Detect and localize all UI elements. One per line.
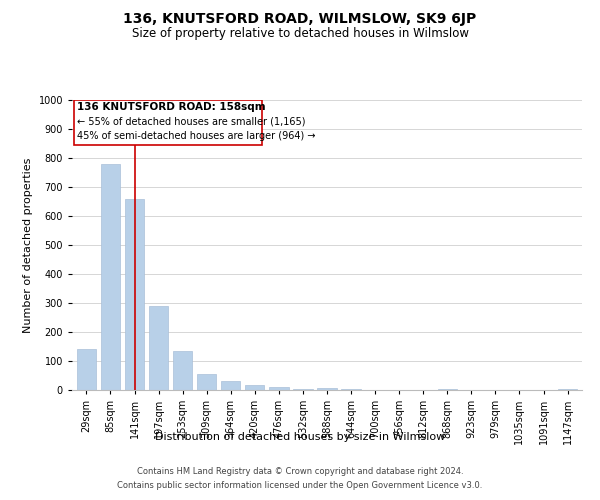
Bar	[149, 306, 168, 390]
Text: ← 55% of detached houses are smaller (1,165): ← 55% of detached houses are smaller (1,…	[77, 117, 305, 127]
Bar	[77, 350, 96, 390]
Bar	[317, 388, 337, 390]
Bar	[245, 385, 265, 390]
Bar	[221, 380, 241, 390]
Bar	[125, 198, 144, 390]
Text: Size of property relative to detached houses in Wilmslow: Size of property relative to detached ho…	[131, 28, 469, 40]
Bar	[197, 374, 217, 390]
Text: 136 KNUTSFORD ROAD: 158sqm: 136 KNUTSFORD ROAD: 158sqm	[77, 102, 265, 113]
Text: 136, KNUTSFORD ROAD, WILMSLOW, SK9 6JP: 136, KNUTSFORD ROAD, WILMSLOW, SK9 6JP	[124, 12, 476, 26]
Bar	[269, 387, 289, 390]
Text: Contains public sector information licensed under the Open Government Licence v3: Contains public sector information licen…	[118, 481, 482, 490]
Bar	[558, 389, 577, 390]
Bar	[101, 164, 120, 390]
Bar	[173, 351, 192, 390]
Bar	[437, 389, 457, 390]
Text: 45% of semi-detached houses are larger (964) →: 45% of semi-detached houses are larger (…	[77, 132, 316, 141]
Y-axis label: Number of detached properties: Number of detached properties	[23, 158, 33, 332]
FancyBboxPatch shape	[74, 100, 262, 145]
Text: Distribution of detached houses by size in Wilmslow: Distribution of detached houses by size …	[155, 432, 445, 442]
Text: Contains HM Land Registry data © Crown copyright and database right 2024.: Contains HM Land Registry data © Crown c…	[137, 468, 463, 476]
